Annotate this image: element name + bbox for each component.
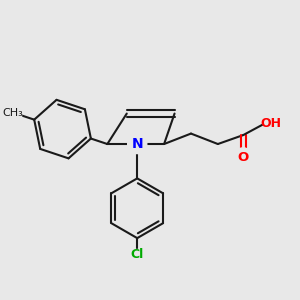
Circle shape (234, 148, 253, 167)
Text: O: O (238, 151, 249, 164)
Text: N: N (131, 137, 143, 151)
Circle shape (128, 134, 147, 154)
Text: CH₃: CH₃ (3, 108, 23, 118)
Text: Cl: Cl (130, 248, 144, 261)
Text: OH: OH (260, 117, 281, 130)
Bar (5, 107, 21, 118)
Bar (264, 118, 278, 128)
Bar (129, 249, 146, 260)
